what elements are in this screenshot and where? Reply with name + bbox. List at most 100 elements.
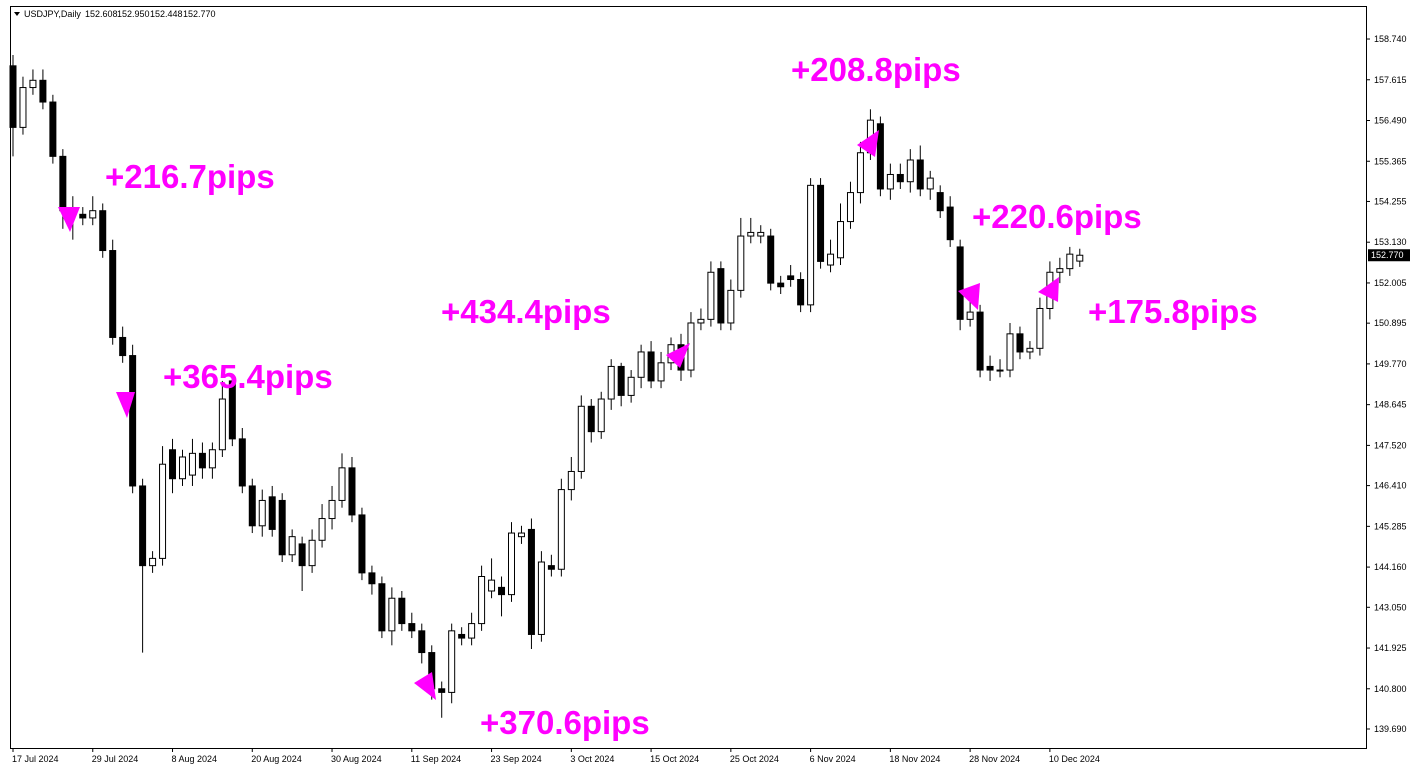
candle-body bbox=[348, 467, 356, 516]
candle-body bbox=[637, 351, 645, 378]
x-tick-label: 25 Oct 2024 bbox=[730, 754, 779, 764]
candle-body bbox=[647, 351, 655, 382]
candle-body bbox=[29, 79, 37, 89]
y-tick-label: 152.005 bbox=[1374, 278, 1407, 288]
candle-body bbox=[807, 184, 815, 306]
candle-body bbox=[119, 336, 127, 357]
candle-body bbox=[757, 231, 765, 237]
candle-body bbox=[966, 311, 974, 320]
candle-body bbox=[268, 496, 276, 530]
candle-body bbox=[228, 380, 236, 440]
candle-body bbox=[169, 449, 177, 480]
candle-body bbox=[109, 250, 117, 338]
candle-body bbox=[1026, 347, 1034, 353]
candle-body bbox=[288, 536, 296, 556]
candle-body bbox=[458, 633, 466, 639]
y-tick-label: 139.690 bbox=[1374, 724, 1407, 734]
signal-marker bbox=[116, 392, 135, 418]
candle-body bbox=[358, 514, 366, 574]
x-tick-label: 28 Nov 2024 bbox=[969, 754, 1020, 764]
candle-body bbox=[687, 322, 695, 371]
candle-body bbox=[149, 557, 157, 567]
pips-annotation: +175.8pips bbox=[1088, 293, 1258, 330]
candle-body bbox=[258, 499, 266, 527]
x-tick-label: 11 Sep 2024 bbox=[411, 754, 461, 764]
candles bbox=[9, 54, 1084, 718]
candle-body bbox=[49, 101, 57, 157]
candle-body bbox=[218, 398, 226, 451]
y-tick-label: 144.160 bbox=[1374, 562, 1407, 572]
candle-body bbox=[577, 405, 585, 472]
x-tick-label: 6 Nov 2024 bbox=[810, 754, 856, 764]
candle-body bbox=[697, 318, 705, 324]
candle-body bbox=[886, 173, 894, 190]
candle-body bbox=[159, 463, 167, 559]
y-tick-label: 148.645 bbox=[1374, 400, 1407, 410]
x-tick-label: 10 Dec 2024 bbox=[1049, 754, 1100, 764]
x-tick-label: 17 Jul 2024 bbox=[12, 754, 59, 764]
signal-marker bbox=[857, 130, 879, 157]
y-tick-label: 146.410 bbox=[1374, 481, 1407, 491]
candle-body bbox=[976, 311, 984, 371]
candle-body bbox=[188, 452, 196, 476]
candle-body bbox=[498, 586, 506, 596]
signal-marker bbox=[958, 283, 980, 310]
candle-body bbox=[956, 246, 964, 320]
signals bbox=[58, 130, 1059, 700]
signal-marker bbox=[1038, 277, 1059, 302]
pips-annotation: +208.8pips bbox=[791, 51, 961, 88]
candle-body bbox=[508, 532, 515, 596]
candle-body bbox=[208, 449, 216, 469]
y-tick-label: 153.130 bbox=[1374, 237, 1407, 247]
candle-body bbox=[368, 572, 376, 585]
candle-body bbox=[139, 485, 147, 567]
candle-body bbox=[59, 155, 67, 212]
y-tick-label: 158.740 bbox=[1374, 34, 1407, 44]
candle-body bbox=[178, 456, 186, 480]
candle-body bbox=[418, 630, 426, 654]
candle-body bbox=[388, 597, 396, 632]
annotations: +216.7pips +365.4pips +370.6pips +434.4pips… bbox=[105, 51, 1258, 741]
y-tick-label: 143.050 bbox=[1374, 602, 1407, 612]
candle-body bbox=[198, 452, 206, 469]
candle-body bbox=[787, 275, 795, 281]
ohlc-close: 152.770 bbox=[183, 9, 216, 19]
x-tick-label: 20 Aug 2024 bbox=[251, 754, 302, 764]
candle-body bbox=[896, 173, 904, 183]
x-tick-label: 18 Nov 2024 bbox=[889, 754, 940, 764]
y-tick-label: 156.490 bbox=[1374, 116, 1407, 126]
candle-body bbox=[1016, 333, 1024, 353]
candle-body bbox=[1006, 333, 1014, 371]
candle-body bbox=[617, 365, 625, 396]
x-tick-label: 29 Jul 2024 bbox=[92, 754, 139, 764]
candle-body bbox=[547, 565, 555, 570]
plot-frame bbox=[10, 6, 1367, 749]
signal-marker bbox=[58, 207, 80, 232]
candle-body bbox=[717, 268, 725, 324]
y-tick-label: 141.925 bbox=[1374, 643, 1407, 653]
candle-body bbox=[129, 355, 137, 487]
candle-body bbox=[817, 184, 825, 262]
candle-body bbox=[438, 688, 446, 693]
candle-body bbox=[777, 282, 785, 288]
candle-body bbox=[707, 271, 715, 320]
y-tick-label: 157.615 bbox=[1374, 75, 1407, 85]
y-tick-label: 154.255 bbox=[1374, 196, 1407, 206]
last-price-box bbox=[1368, 249, 1410, 262]
pips-annotation: +434.4pips bbox=[441, 293, 611, 330]
x-tick-label: 30 Aug 2024 bbox=[331, 754, 382, 764]
y-tick-label: 155.365 bbox=[1374, 156, 1407, 166]
header: USDJPY,Daily 152.608 152.950 152.448 152… bbox=[14, 9, 216, 19]
candle-body bbox=[79, 213, 87, 219]
candle-body bbox=[338, 467, 346, 501]
x-tick-label: 8 Aug 2024 bbox=[172, 754, 218, 764]
candle-body bbox=[278, 499, 286, 556]
candle-body bbox=[1076, 254, 1084, 262]
candle-body bbox=[328, 499, 336, 520]
candle-body bbox=[448, 630, 456, 693]
y-tick-label: 150.895 bbox=[1374, 318, 1407, 328]
y-tick-label: 140.800 bbox=[1374, 684, 1407, 694]
candle-body bbox=[837, 221, 845, 259]
